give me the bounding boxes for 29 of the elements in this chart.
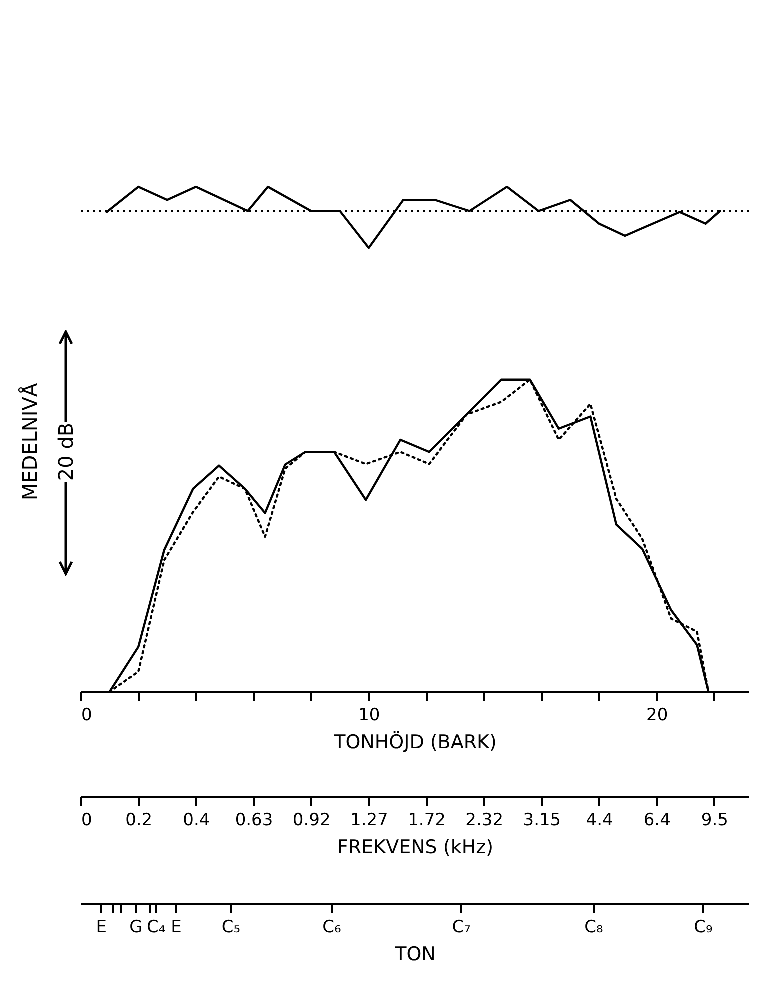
text: 2.32 bbox=[466, 810, 504, 830]
text: 1.72 bbox=[408, 810, 446, 830]
text: 9.5 bbox=[701, 810, 728, 830]
text: 0.4 bbox=[183, 810, 210, 830]
x-axis-title: TONHÖJD (BARK) bbox=[333, 730, 497, 754]
text: 3.15 bbox=[523, 810, 562, 830]
text: C₅ bbox=[222, 918, 241, 938]
text: 4.4 bbox=[586, 810, 614, 830]
text: G bbox=[130, 918, 143, 938]
text: E bbox=[171, 918, 182, 938]
x-tick-label: 20 bbox=[646, 706, 668, 726]
text: TON bbox=[394, 944, 436, 966]
y-axis-title: MEDELNIVÅ bbox=[18, 382, 42, 503]
text: 6.4 bbox=[644, 810, 671, 830]
text: 0.2 bbox=[126, 810, 153, 830]
text: E bbox=[96, 918, 108, 938]
text: 20 dB bbox=[54, 422, 78, 482]
x-tick-label: 0 bbox=[82, 706, 92, 726]
text: C₄ bbox=[147, 918, 166, 938]
text: 0.92 bbox=[292, 810, 331, 830]
text: C₆ bbox=[322, 918, 342, 938]
text: C₈ bbox=[584, 918, 604, 938]
text: C₇ bbox=[452, 918, 472, 938]
text: 1.27 bbox=[350, 810, 388, 830]
text: 0.63 bbox=[235, 810, 274, 830]
text: 0 bbox=[82, 810, 92, 830]
x-tick-label: 10 bbox=[358, 706, 380, 726]
x2-axis-title: FREKVENS (kHz) bbox=[338, 836, 494, 858]
text: C₉ bbox=[694, 918, 713, 938]
